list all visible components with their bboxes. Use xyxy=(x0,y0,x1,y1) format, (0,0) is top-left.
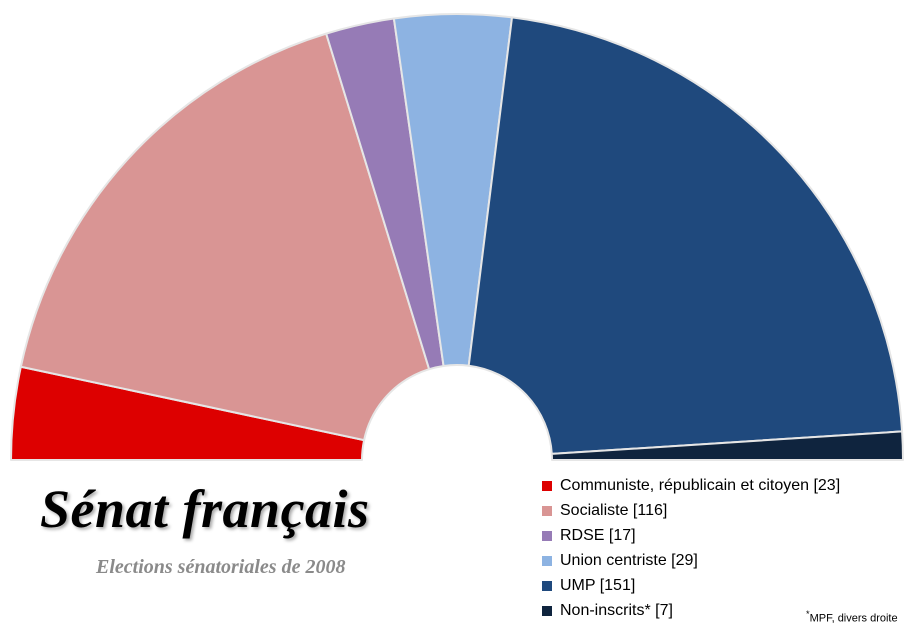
legend-swatch-crc xyxy=(542,480,552,491)
legend-swatch-non-inscrits xyxy=(542,605,552,616)
legend-label-socialiste: Socialiste [116] xyxy=(560,501,668,519)
legend-label-rdse: RDSE [17] xyxy=(560,526,636,544)
legend-swatch-union-centriste xyxy=(542,555,552,566)
hemicycle-chart xyxy=(10,13,904,461)
chart-subtitle: Elections sénatoriales de 2008 xyxy=(96,556,346,578)
hemicycle-slice-ump xyxy=(467,16,904,455)
chart-title: Sénat français xyxy=(40,479,370,539)
legend: Communiste, républicain et citoyen [23] … xyxy=(542,473,902,623)
legend-swatch-socialiste xyxy=(542,505,552,516)
legend-item-rdse: RDSE [17] xyxy=(542,523,902,548)
legend-swatch-ump xyxy=(542,580,552,591)
legend-item-ump: UMP [151] xyxy=(542,573,902,598)
hemicycle-slice-non-inscrits xyxy=(550,430,904,461)
legend-swatch-rdse xyxy=(542,530,552,541)
hemicycle-slice-socialiste xyxy=(19,32,431,442)
legend-item-union-centriste: Union centriste [29] xyxy=(542,548,902,573)
legend-item-socialiste: Socialiste [116] xyxy=(542,498,902,523)
legend-item-crc: Communiste, républicain et citoyen [23] xyxy=(542,473,902,498)
footnote-text: MPF, divers droite xyxy=(809,612,898,625)
legend-label-union-centriste: Union centriste [29] xyxy=(560,551,698,569)
legend-item-non-inscrits: Non-inscrits* [7] xyxy=(542,598,902,623)
footnote-marker: * xyxy=(806,609,810,619)
legend-label-crc: Communiste, républicain et citoyen [23] xyxy=(560,476,841,494)
legend-label-ump: UMP [151] xyxy=(560,576,636,594)
legend-label-non-inscrits: Non-inscrits* [7] xyxy=(560,601,673,619)
footnote: *MPF, divers droite xyxy=(806,609,898,625)
